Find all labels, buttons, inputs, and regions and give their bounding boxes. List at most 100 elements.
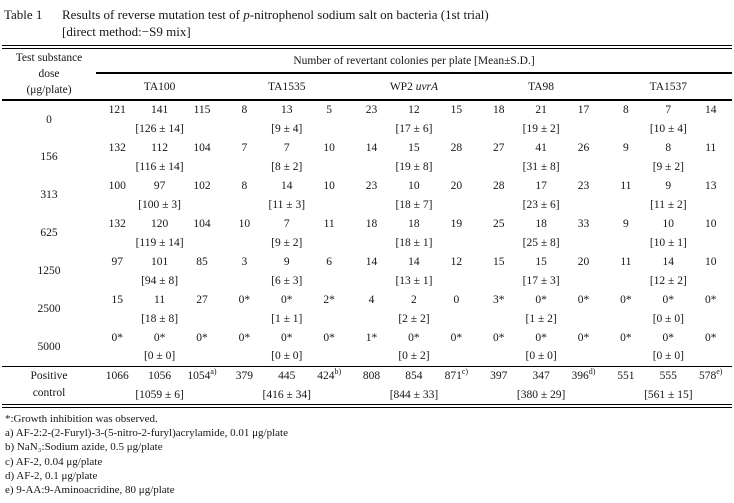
colony-count: 104 — [193, 217, 211, 230]
colony-count: 1* — [365, 331, 378, 344]
positive-control-count: 1056 — [138, 365, 181, 386]
colony-count: 4 — [368, 293, 375, 306]
colony-count: 15 — [535, 255, 547, 268]
mean-sd: [116 ± 14] — [135, 160, 184, 173]
colony-count: 18 — [408, 217, 420, 230]
colony-count: 0* — [704, 331, 717, 344]
colony-count: 27 — [196, 293, 208, 306]
colony-count: 23 — [577, 179, 590, 192]
colony-count: 12 — [450, 255, 463, 268]
positive-control-means-row: [1059 ± 6] [416 ± 34] [844 ± 33] [380 ± 29]… — [2, 386, 732, 406]
colony-count: 17 — [535, 179, 547, 192]
mean-sd: [19 ± 2] — [522, 122, 560, 135]
positive-control-count: 396d) — [562, 365, 605, 386]
colony-count: 23 — [365, 104, 378, 116]
colony-count: 14 — [408, 255, 420, 268]
colony-count: 25 — [492, 217, 505, 230]
footnote-line: d) AF-2, 0.1 μg/plate — [5, 469, 98, 482]
table-title-line1: Results of reverse mutation test of p-ni… — [62, 7, 489, 22]
colony-count: 28 — [492, 179, 505, 192]
mean-sd: [17 ± 6] — [395, 122, 433, 135]
footnote-line: *:Growth inhibition was observed. — [5, 413, 158, 425]
colony-count: 13 — [281, 104, 293, 116]
colony-count: 0* — [535, 293, 547, 306]
colony-count: 10 — [704, 255, 717, 268]
colony-count: 10 — [323, 141, 335, 154]
colony-count: 101 — [150, 255, 169, 268]
colony-count: 18 — [365, 217, 378, 230]
dose-value: 313 — [40, 189, 58, 201]
colony-count: 0* — [620, 331, 632, 344]
colony-count: 0* — [111, 331, 123, 344]
mean-sd: [18 ± 8] — [141, 312, 179, 325]
colony-count: 13 — [704, 179, 717, 192]
colony-count: 17 — [577, 104, 590, 116]
colony-count: 0* — [492, 331, 505, 344]
colony-count: 8 — [241, 179, 248, 192]
dose-row-values: 2500 15 11 27 0* 0* 2* 4 2 0 3* 0* 0* 0* 0* 0* — [2, 290, 732, 316]
colony-count: 14 — [281, 179, 293, 192]
mean-sd: [2 ± 2] — [398, 312, 430, 325]
positive-control-count: 445 — [265, 365, 308, 386]
mean-sd: [11 ± 3] — [268, 198, 306, 211]
colony-count: 8 — [241, 104, 248, 116]
mean-sd: [1 ± 1] — [271, 312, 303, 325]
colony-count: 2* — [323, 293, 335, 306]
colony-count: 5 — [326, 104, 333, 116]
colony-count: 20 — [450, 179, 463, 192]
colony-count: 14 — [662, 255, 675, 268]
positive-control-mean-sd: [416 ± 34] — [262, 389, 311, 401]
dose-value: 2500 — [37, 303, 61, 315]
colony-count: 15 — [492, 255, 505, 268]
colony-count: 15 — [408, 141, 420, 154]
dose-row-values: 625 132 120 104 10 7 11 18 18 19 25 18 33 9 10 10 — [2, 214, 732, 240]
footnote-marker: e) — [716, 367, 723, 377]
dose-value: 156 — [40, 151, 58, 163]
colony-count: 85 — [196, 255, 208, 268]
mean-sd: [6 ± 3] — [271, 274, 303, 287]
colony-count: 0* — [577, 331, 590, 344]
positive-control-mean-sd: [844 ± 33] — [389, 389, 439, 401]
mean-sd: [100 ± 3] — [138, 198, 181, 211]
dose-column-header: Test substance dose (μg/plate) — [2, 47, 96, 101]
colony-count: 8 — [665, 141, 672, 154]
mean-sd: [31 ± 8] — [522, 160, 560, 173]
positive-control-count: 379 — [223, 365, 266, 386]
colony-count: 0* — [281, 331, 293, 344]
table-title-block: Table 1 Results of reverse mutation test… — [4, 6, 732, 40]
mean-sd: [18 ± 1] — [395, 236, 433, 249]
dose-row-means: [116 ± 14] [8 ± 2] [19 ± 8] [31 ± 8] [9 ± 2] — [2, 157, 732, 176]
colony-count: 11 — [154, 293, 166, 306]
colony-count: 0* — [577, 293, 590, 306]
table-number-label: Table 1 — [4, 7, 43, 22]
positive-control-count: 808 — [350, 365, 393, 386]
positive-control-values-row: Positive control 1066 1056 1054a) 379 445 424b)… — [2, 365, 732, 406]
colony-count: 41 — [535, 141, 547, 154]
positive-control-count: 555 — [647, 365, 690, 386]
italic-p: p — [243, 7, 250, 22]
mean-sd: [1 ± 2] — [525, 312, 557, 325]
colony-count: 26 — [577, 141, 590, 154]
colony-count: 18 — [535, 217, 547, 230]
colony-count: 141 — [150, 104, 169, 116]
dose-row-means: [18 ± 8] [1 ± 1] [2 ± 2] [1 ± 2] [0 ± 0] — [2, 309, 732, 328]
colony-count: 11 — [323, 217, 335, 230]
positive-control-count: 854 — [392, 365, 436, 386]
colony-count: 10 — [704, 217, 717, 230]
mean-sd: [119 ± 14] — [135, 236, 184, 249]
mean-sd: [10 ± 1] — [649, 236, 687, 249]
footnote-marker: a) — [210, 367, 217, 377]
colony-count: 20 — [577, 255, 590, 268]
positive-control-count: 578e) — [689, 365, 732, 386]
footnote-marker: c) — [461, 367, 469, 377]
colony-count: 7 — [241, 141, 248, 154]
colony-count: 7 — [665, 104, 672, 116]
positive-control-mean-sd: [380 ± 29] — [516, 389, 566, 401]
footnote-marker: b) — [334, 367, 342, 377]
colony-count: 104 — [193, 141, 211, 154]
mean-sd: [0 ± 0] — [143, 350, 176, 363]
colony-count: 21 — [535, 104, 547, 116]
colony-count: 0* — [535, 331, 547, 344]
colony-count: 102 — [193, 179, 211, 192]
colony-count: 10 — [238, 217, 251, 230]
